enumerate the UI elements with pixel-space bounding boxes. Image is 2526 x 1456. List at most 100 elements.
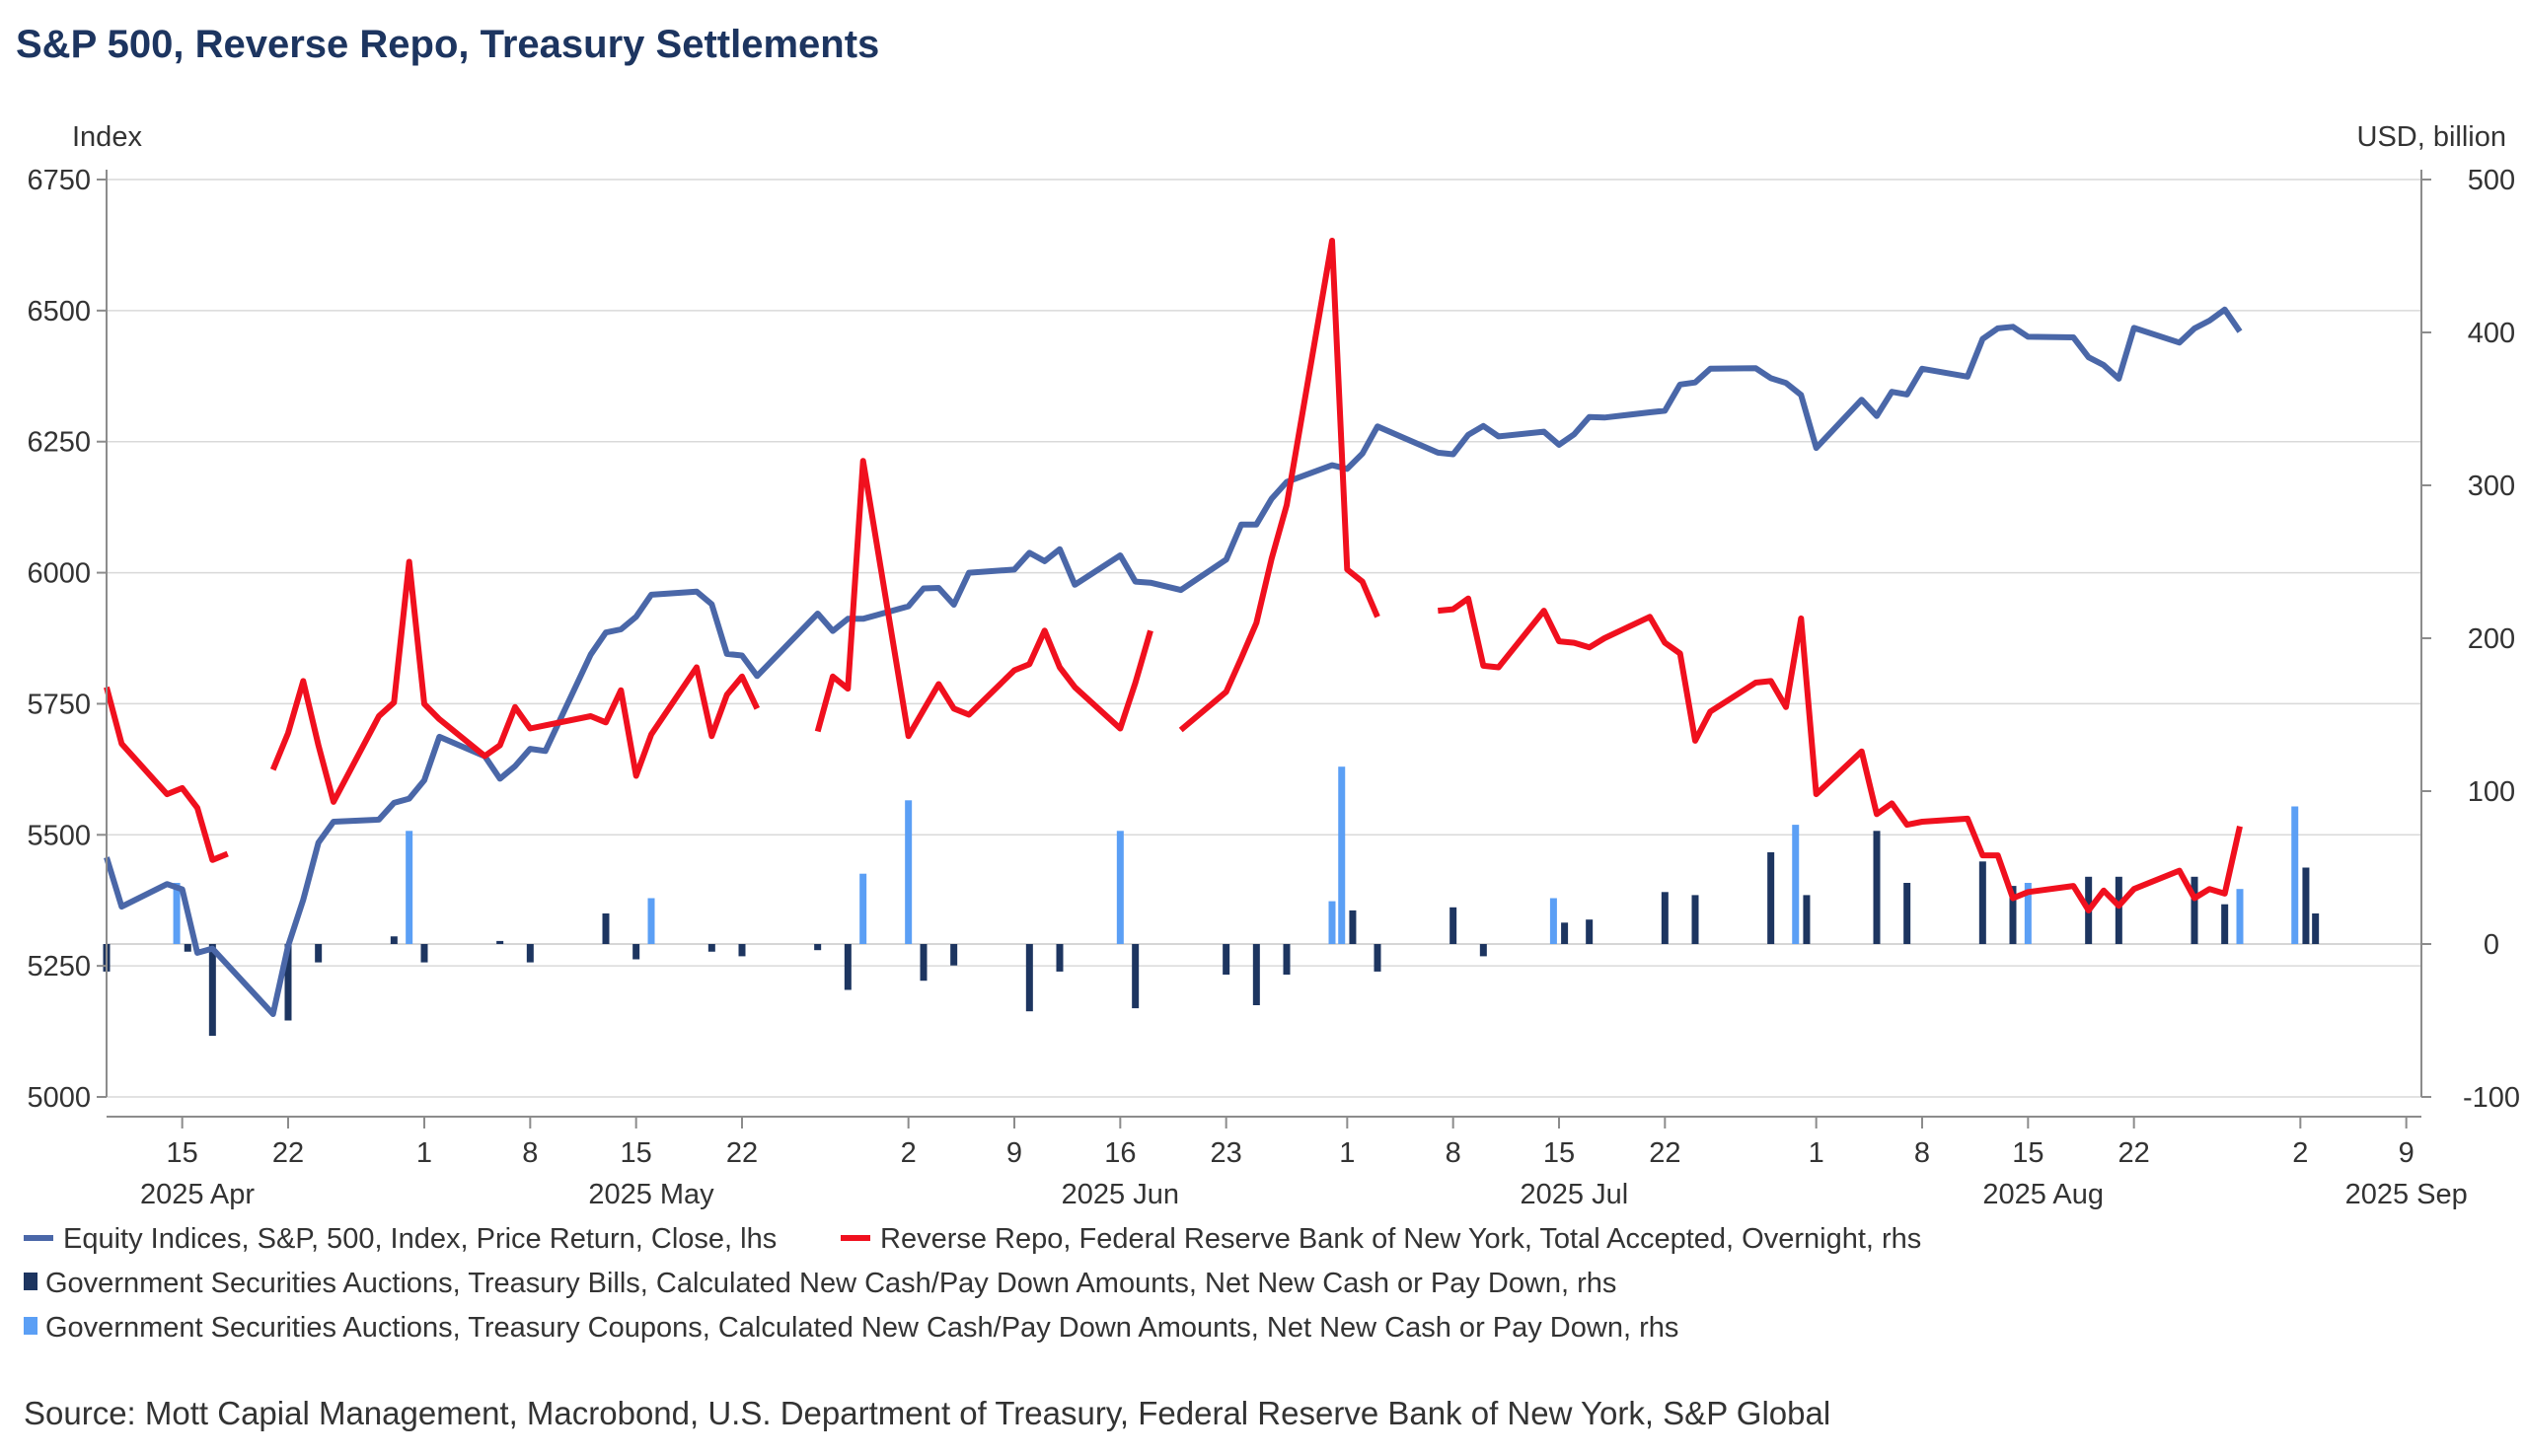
x-tick-label: 1: [416, 1137, 432, 1169]
left-tick-label: 6500: [27, 296, 91, 328]
left-tick-label: 6250: [27, 427, 91, 459]
treasury-bills-bar: [184, 944, 191, 952]
reverse-repo-line: [104, 686, 229, 863]
x-tick-label: 22: [272, 1137, 304, 1169]
treasury-bills-bar: [1223, 944, 1230, 975]
right-tick-label: 100: [2468, 776, 2515, 808]
reverse-repo-line: [269, 558, 761, 805]
left-tick-label: 5000: [27, 1082, 91, 1114]
right-tick-label: 400: [2468, 318, 2515, 349]
treasury-bills-bar: [814, 944, 822, 951]
treasury-bills-bar: [2221, 904, 2229, 944]
treasury-bills-bar: [1561, 922, 1569, 944]
right-tick-label: -100: [2463, 1082, 2520, 1114]
axes: 6750 6500 6250 6000 5750 5500 5250 5000 500 400 30…: [27, 165, 2520, 1210]
treasury-bills-bar: [390, 936, 398, 944]
treasury-coupons-bar: [1338, 766, 1346, 944]
gridlines: [107, 179, 2421, 1098]
treasury-bills-bar: [1283, 944, 1291, 975]
treasury-bills-bar: [1903, 883, 1911, 944]
treasury-coupons-bar: [647, 898, 655, 944]
line-series: [104, 238, 2243, 1017]
x-tick-label: 2: [2292, 1137, 2308, 1169]
right-tick-label: 200: [2468, 623, 2515, 655]
chart-title: S&P 500, Reverse Repo, Treasury Settleme…: [16, 23, 879, 66]
treasury-bills-bar: [707, 944, 715, 952]
x-tick-label: 9: [1006, 1137, 1022, 1169]
treasury-coupons-bar: [2024, 883, 2032, 944]
treasury-coupons-bar: [2291, 806, 2299, 944]
reverse-repo-line: [1438, 595, 2243, 913]
treasury-bills-bar: [1025, 944, 1033, 1012]
treasury-coupons-bar: [1792, 825, 1800, 944]
right-tick-label: 300: [2468, 471, 2515, 502]
treasury-coupons-bar: [173, 883, 181, 944]
treasury-bills-bar: [315, 944, 323, 963]
treasury-bills-bar: [284, 944, 292, 1021]
treasury-coupons-bar: [2236, 889, 2244, 944]
treasury-bills-bar: [2191, 876, 2198, 944]
x-tick-label: 1: [1339, 1137, 1355, 1169]
x-tick-label: 15: [2012, 1137, 2043, 1169]
treasury-bills-bar: [1691, 895, 1699, 944]
legend-label: Reverse Repo, Federal Reserve Bank of Ne…: [880, 1223, 1921, 1255]
treasury-bills-bar: [1803, 895, 1811, 944]
x-month-label: 2025 Jun: [1062, 1179, 1179, 1210]
x-tick-label: 1: [1809, 1137, 1824, 1169]
treasury-bills-bar: [2302, 867, 2310, 944]
left-tick-label: 5750: [27, 689, 91, 720]
source-note: Source: Mott Capial Management, Macrobon…: [24, 1395, 1830, 1431]
legend-square-marker: [24, 1273, 37, 1290]
treasury-coupons-bar: [859, 873, 867, 944]
treasury-bills-bar: [1479, 944, 1487, 957]
treasury-bills-bar: [1374, 944, 1381, 972]
treasury-bills-bar: [420, 944, 428, 963]
treasury-bills-bar: [844, 944, 852, 990]
x-tick-label: 15: [1543, 1137, 1575, 1169]
reverse-repo-line: [1178, 238, 1380, 733]
bar-series: [103, 766, 2320, 1036]
treasury-bills-bar: [632, 944, 640, 960]
treasury-bills-bar: [1349, 910, 1357, 944]
treasury-bills-bar: [496, 940, 504, 944]
treasury-bills-bar: [1252, 944, 1260, 1005]
x-tick-label: 15: [621, 1137, 652, 1169]
left-tick-label: 5250: [27, 951, 91, 983]
treasury-bills-bar: [2115, 876, 2122, 944]
treasury-bills-bar: [950, 944, 958, 966]
treasury-bills-bar: [208, 944, 216, 1036]
treasury-bills-bar: [2009, 886, 2017, 944]
right-tick-label: 500: [2468, 165, 2515, 196]
legend-square-marker: [24, 1317, 37, 1335]
x-tick-label: 2: [901, 1137, 917, 1169]
x-tick-label: 22: [2118, 1137, 2150, 1169]
treasury-bills-bar: [602, 913, 610, 944]
x-month-label: 2025 May: [588, 1179, 714, 1210]
left-tick-label: 6000: [27, 558, 91, 590]
treasury-bills-bar: [1767, 852, 1775, 944]
legend-label: Equity Indices, S&P, 500, Index, Price R…: [63, 1223, 777, 1255]
sp500-line: [104, 306, 2243, 1017]
x-tick-label: 8: [1914, 1137, 1930, 1169]
treasury-bills-bar: [1449, 907, 1457, 944]
x-month-label: 2025 Apr: [140, 1179, 255, 1210]
x-tick-label: 15: [167, 1137, 198, 1169]
treasury-bills-bar: [1586, 919, 1594, 944]
left-axis-unit-label: Index: [72, 121, 142, 153]
legend-label: Government Securities Auctions, Treasury…: [45, 1312, 1678, 1344]
right-axis-unit-label: USD, billion: [2357, 121, 2507, 153]
treasury-coupons-bar: [1328, 901, 1336, 944]
left-tick-label: 5500: [27, 820, 91, 851]
treasury-bills-bar: [1978, 861, 1986, 944]
legend: Equity Indices, S&P, 500, Index, Price R…: [24, 1223, 1921, 1344]
treasury-coupons-bar: [406, 831, 413, 944]
treasury-bills-bar: [1661, 892, 1669, 944]
treasury-bills-bar: [738, 944, 746, 957]
x-tick-label: 9: [2399, 1137, 2415, 1169]
left-tick-label: 6750: [27, 165, 91, 196]
x-tick-label: 22: [726, 1137, 758, 1169]
reverse-repo-line: [814, 458, 1153, 740]
x-tick-label: 16: [1104, 1137, 1136, 1169]
x-tick-label: 23: [1211, 1137, 1242, 1169]
